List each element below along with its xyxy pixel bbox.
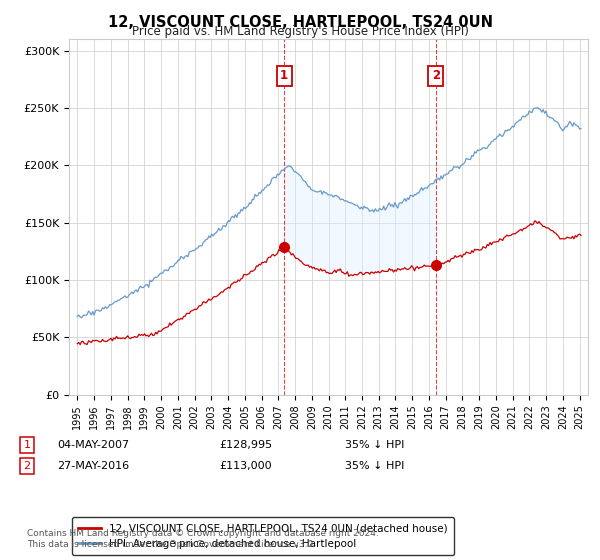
Text: £128,995: £128,995 xyxy=(219,440,272,450)
Text: Price paid vs. HM Land Registry's House Price Index (HPI): Price paid vs. HM Land Registry's House … xyxy=(131,25,469,38)
Text: Contains HM Land Registry data © Crown copyright and database right 2024.
This d: Contains HM Land Registry data © Crown c… xyxy=(27,529,379,549)
Text: 2: 2 xyxy=(23,461,31,471)
Text: 27-MAY-2016: 27-MAY-2016 xyxy=(57,461,129,471)
Text: 12, VISCOUNT CLOSE, HARTLEPOOL, TS24 0UN: 12, VISCOUNT CLOSE, HARTLEPOOL, TS24 0UN xyxy=(107,15,493,30)
Text: 35% ↓ HPI: 35% ↓ HPI xyxy=(345,461,404,471)
Text: 1: 1 xyxy=(23,440,31,450)
Text: 1: 1 xyxy=(280,69,288,82)
Text: 35% ↓ HPI: 35% ↓ HPI xyxy=(345,440,404,450)
Text: £113,000: £113,000 xyxy=(219,461,272,471)
Text: 04-MAY-2007: 04-MAY-2007 xyxy=(57,440,129,450)
Legend: 12, VISCOUNT CLOSE, HARTLEPOOL, TS24 0UN (detached house), HPI: Average price, d: 12, VISCOUNT CLOSE, HARTLEPOOL, TS24 0UN… xyxy=(71,517,454,555)
Text: 2: 2 xyxy=(432,69,440,82)
